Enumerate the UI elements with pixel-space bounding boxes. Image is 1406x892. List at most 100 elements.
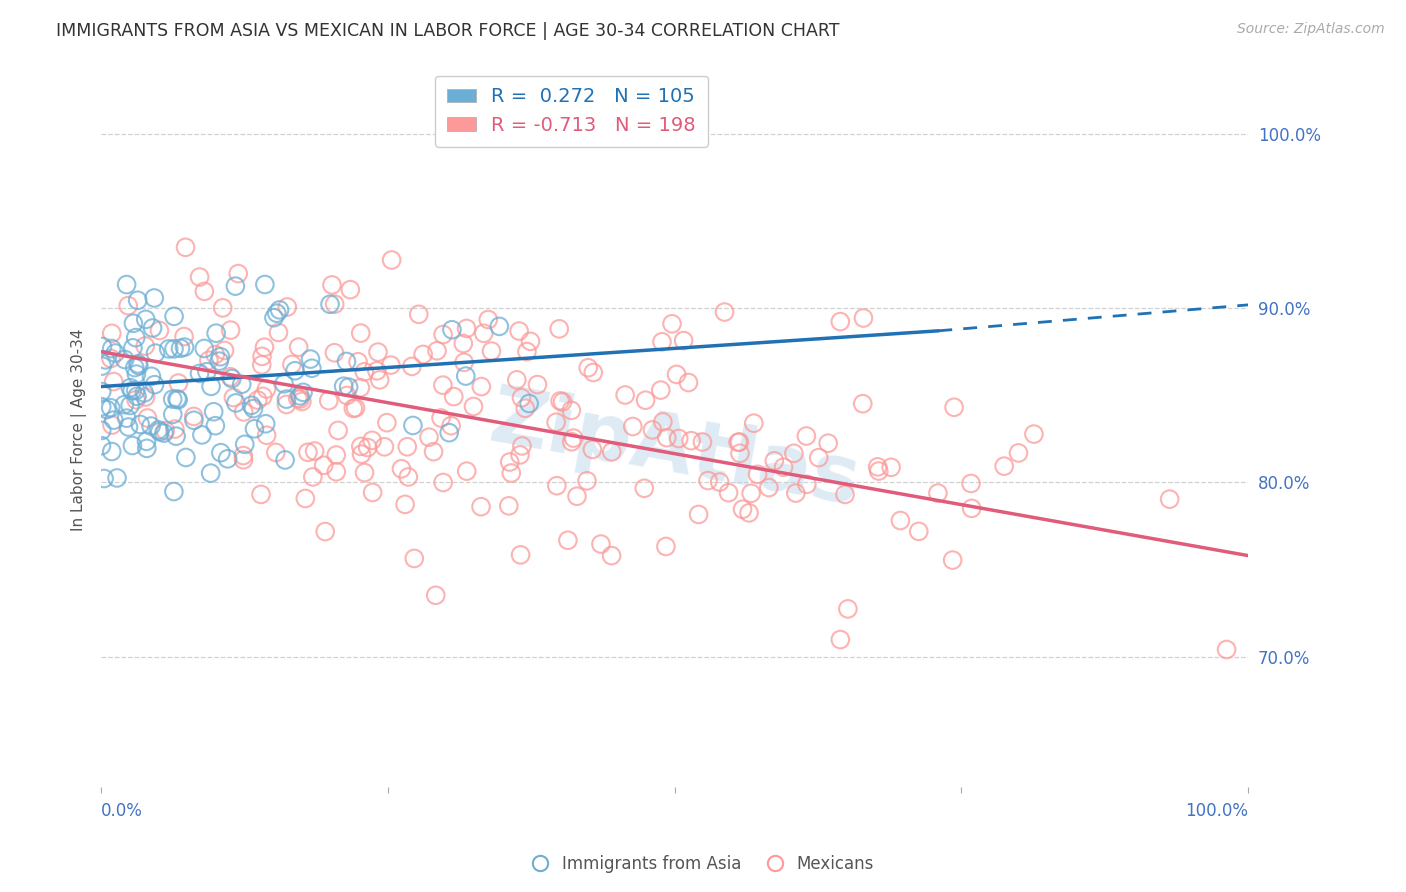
Point <box>125 331 148 345</box>
Point <box>266 306 288 320</box>
Point <box>193 285 215 299</box>
Point <box>709 475 731 489</box>
Text: Source: ZipAtlas.com: Source: ZipAtlas.com <box>1237 22 1385 37</box>
Point <box>124 360 146 375</box>
Point <box>830 632 852 647</box>
Point <box>204 348 226 362</box>
Point <box>122 341 145 355</box>
Point <box>128 359 150 373</box>
Point <box>256 428 278 442</box>
Point <box>143 291 166 305</box>
Point <box>139 419 162 434</box>
Point <box>233 437 256 451</box>
Point <box>121 384 143 398</box>
Point <box>276 392 298 406</box>
Point <box>526 377 548 392</box>
Point <box>253 277 276 292</box>
Text: ZipAtlas: ZipAtlas <box>484 381 866 523</box>
Point <box>193 342 215 356</box>
Point <box>127 293 149 308</box>
Point <box>319 297 342 311</box>
Point <box>127 357 149 371</box>
Point <box>91 359 114 373</box>
Point <box>224 279 246 293</box>
Point <box>440 323 463 337</box>
Point <box>742 416 765 430</box>
Point <box>519 334 541 349</box>
Point <box>353 365 375 379</box>
Point <box>288 389 311 403</box>
Point <box>402 418 425 433</box>
Point <box>162 392 184 406</box>
Point <box>253 340 276 354</box>
Point <box>167 376 190 390</box>
Point <box>287 340 309 354</box>
Point <box>242 401 264 416</box>
Point <box>163 342 186 356</box>
Point <box>267 326 290 340</box>
Legend: Immigrants from Asia, Mexicans: Immigrants from Asia, Mexicans <box>526 848 880 880</box>
Point <box>561 434 583 449</box>
Point <box>960 501 983 516</box>
Point <box>163 422 186 436</box>
Point <box>337 380 360 394</box>
Point <box>655 431 678 445</box>
Point <box>264 445 287 459</box>
Point <box>560 403 582 417</box>
Point <box>993 459 1015 474</box>
Point <box>225 396 247 410</box>
Point <box>510 391 533 405</box>
Point <box>396 470 419 484</box>
Point <box>960 476 983 491</box>
Point <box>907 524 929 539</box>
Point <box>165 429 187 443</box>
Point <box>122 316 145 330</box>
Point <box>292 385 315 400</box>
Point <box>232 452 254 467</box>
Legend: R =  0.272   N = 105, R = -0.713   N = 198: R = 0.272 N = 105, R = -0.713 N = 198 <box>434 76 707 146</box>
Point <box>163 484 186 499</box>
Point <box>498 499 520 513</box>
Point <box>763 454 786 468</box>
Text: 100.0%: 100.0% <box>1185 802 1249 820</box>
Point <box>135 312 157 326</box>
Point <box>221 371 243 385</box>
Point <box>117 420 139 434</box>
Point <box>672 334 695 348</box>
Point <box>456 464 478 478</box>
Point <box>432 327 454 342</box>
Point <box>506 373 529 387</box>
Point <box>350 447 373 461</box>
Point <box>548 394 571 409</box>
Point <box>432 475 454 490</box>
Point <box>232 405 254 419</box>
Point <box>412 347 434 361</box>
Point <box>817 436 839 450</box>
Point <box>166 392 188 406</box>
Point <box>204 418 226 433</box>
Point <box>453 355 475 369</box>
Point <box>91 339 114 353</box>
Point <box>163 310 186 324</box>
Point <box>576 360 599 375</box>
Point <box>589 537 612 551</box>
Point <box>105 471 128 485</box>
Point <box>516 344 538 359</box>
Point <box>546 415 568 429</box>
Text: 0.0%: 0.0% <box>101 802 143 820</box>
Point <box>339 283 361 297</box>
Point <box>557 533 579 548</box>
Point <box>205 326 228 341</box>
Point <box>115 411 138 425</box>
Point <box>510 439 533 453</box>
Point <box>112 398 135 412</box>
Point <box>600 549 623 563</box>
Point <box>254 417 277 431</box>
Point <box>188 270 211 285</box>
Point <box>394 497 416 511</box>
Point <box>125 367 148 381</box>
Point <box>143 377 166 392</box>
Point <box>141 369 163 384</box>
Point <box>404 551 426 566</box>
Point <box>240 398 263 412</box>
